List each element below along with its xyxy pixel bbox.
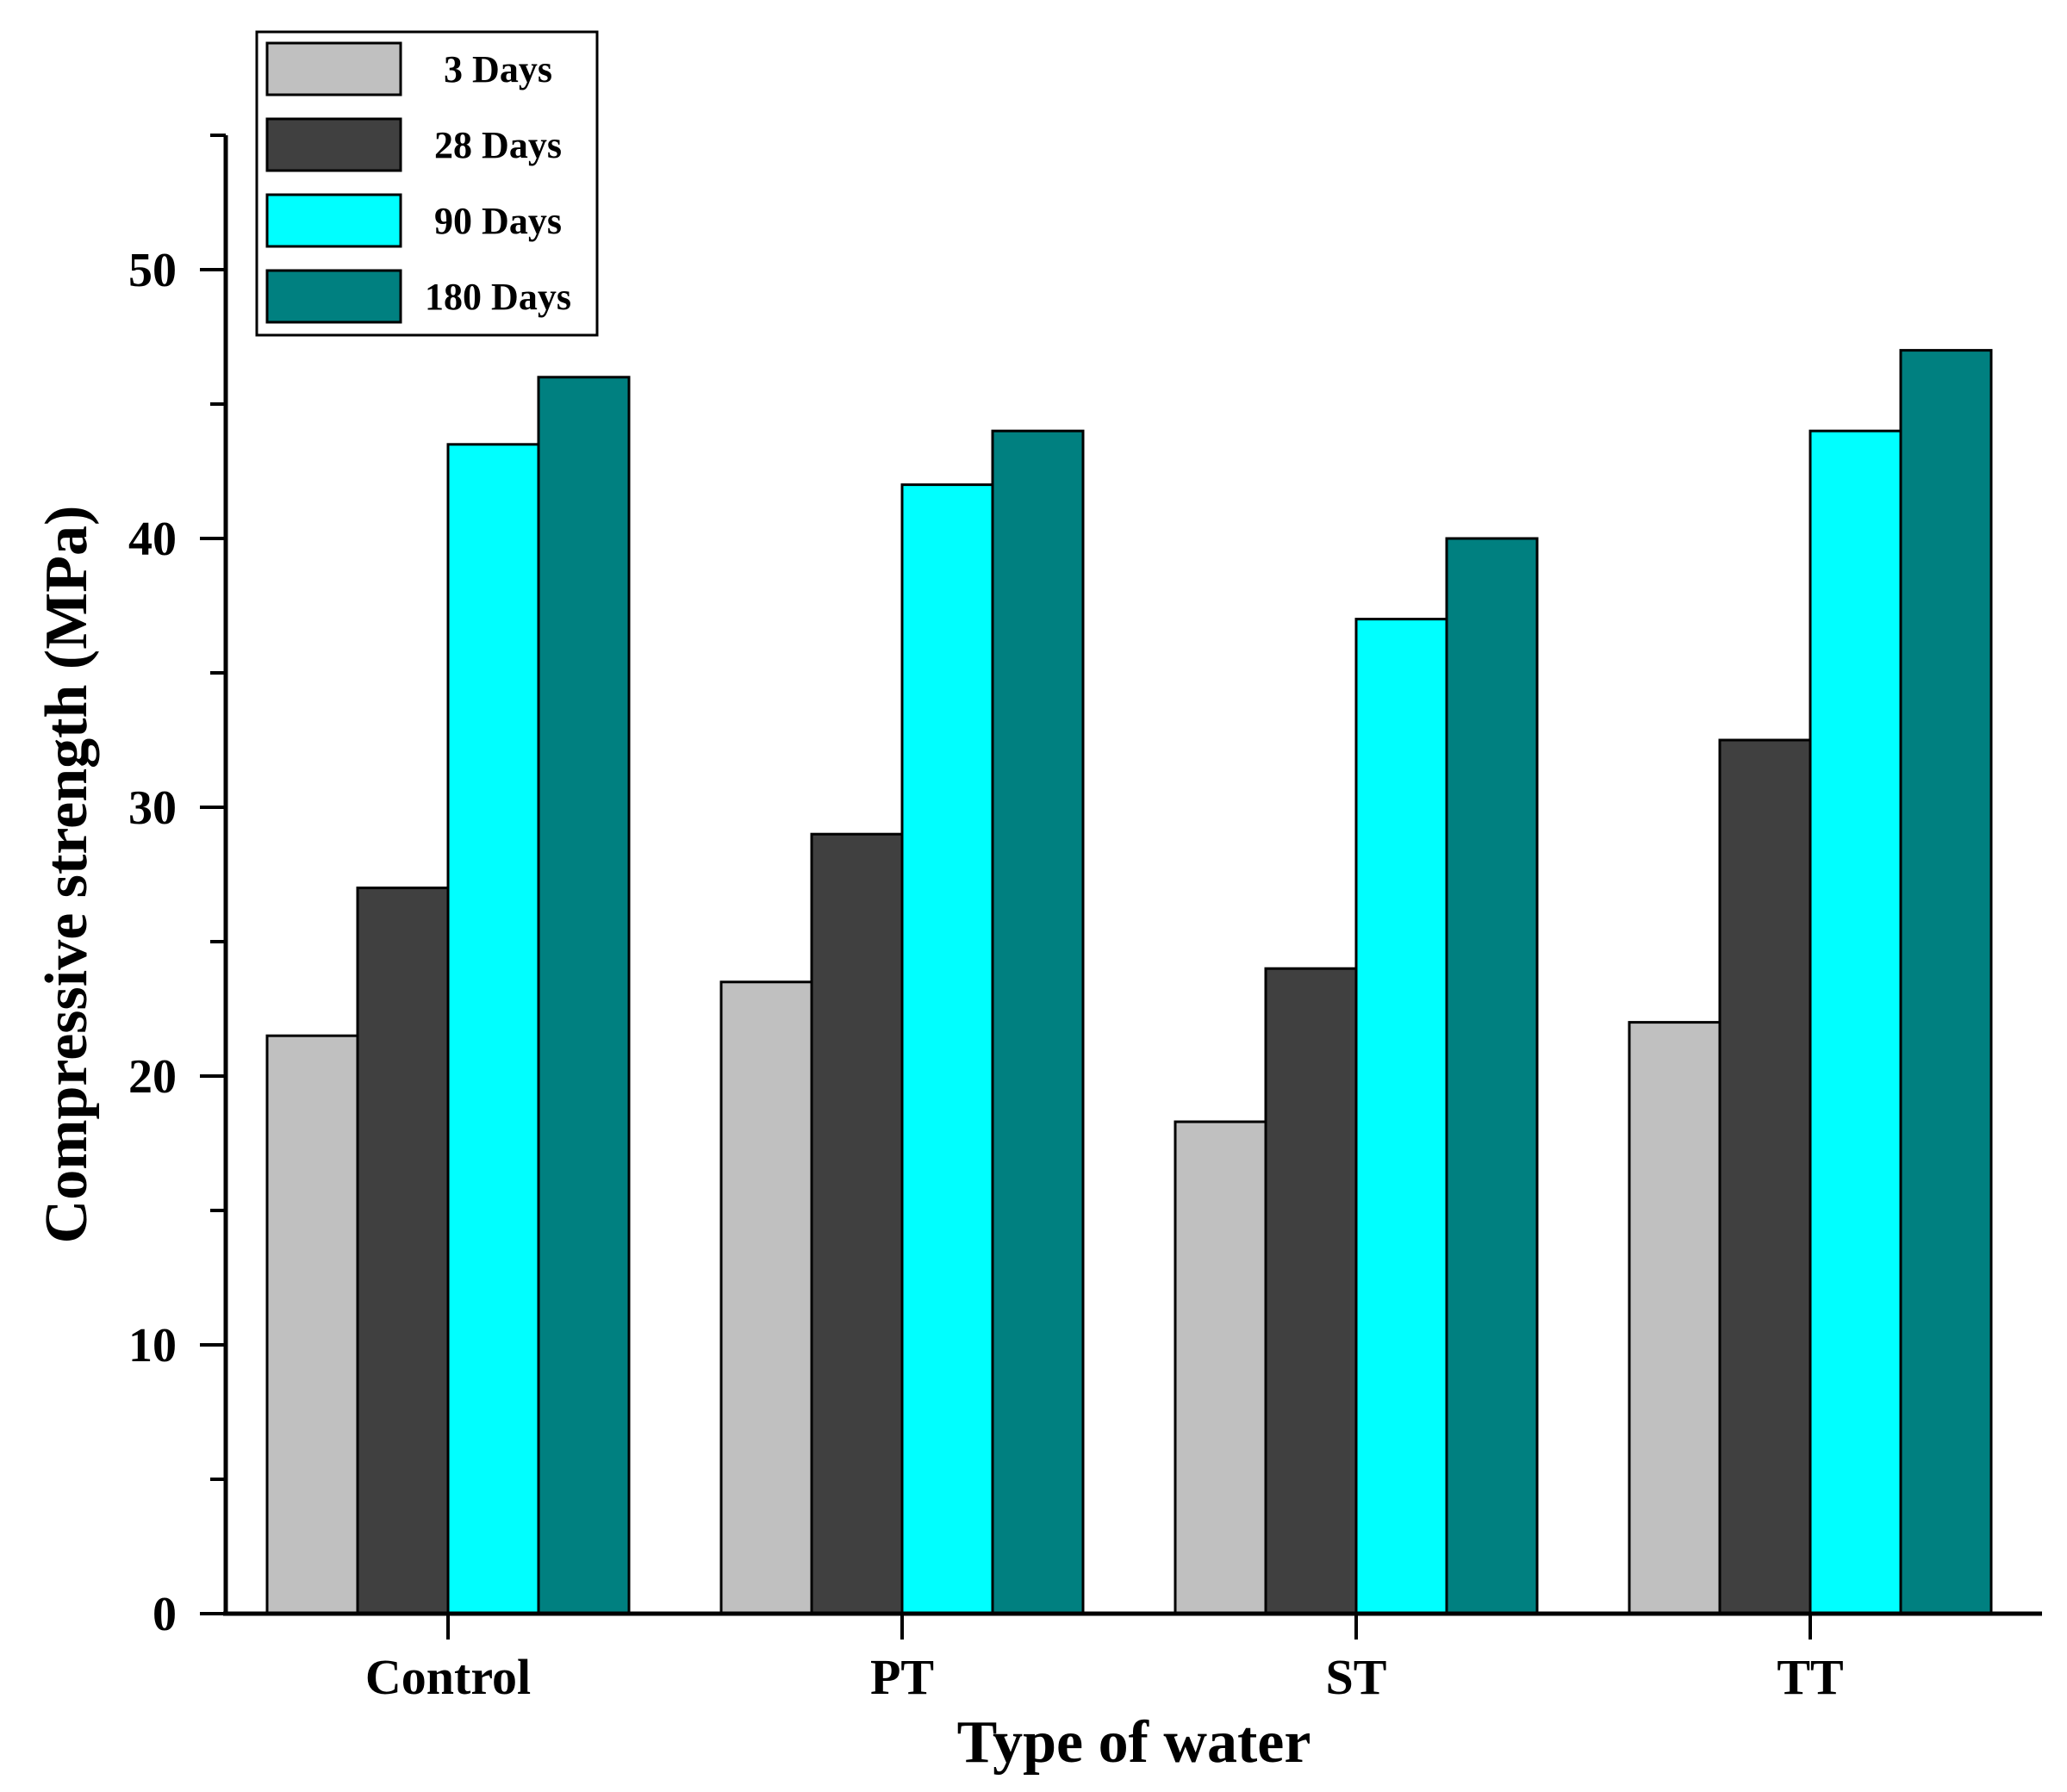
- bar-control-3-days: [265, 1034, 359, 1615]
- y-ticks: 0 10 20 30 40 50: [128, 134, 226, 1641]
- y-tick-label: 20: [128, 1050, 177, 1104]
- bar-pt-90-days: [900, 483, 994, 1615]
- legend: 3 Days 28 Days 90 Days 180 Days: [255, 30, 599, 337]
- bar-tt-180-days: [1899, 349, 1993, 1615]
- bar-st-90-days: [1354, 618, 1448, 1615]
- bar-pt-3-days: [719, 980, 813, 1615]
- bar-control-90-days: [446, 443, 540, 1615]
- y-tick-label: 10: [128, 1319, 177, 1372]
- axes-layer: [223, 135, 2042, 1616]
- bar-control-28-days: [356, 887, 450, 1615]
- bar-pt-180-days: [991, 429, 1085, 1615]
- bar-tt-28-days: [1718, 738, 1812, 1615]
- bar-control-180-days: [537, 376, 631, 1615]
- x-ticks: Control PT ST TT: [365, 1614, 1844, 1705]
- bar-tt-90-days: [1809, 429, 1902, 1615]
- legend-label: 90 Days: [434, 200, 562, 242]
- x-tick-label: Control: [365, 1649, 531, 1705]
- legend-label: 180 Days: [425, 276, 571, 318]
- legend-label: 28 Days: [434, 124, 562, 166]
- legend-swatch: [265, 41, 402, 96]
- x-tick-label: PT: [870, 1649, 934, 1705]
- bar-st-28-days: [1264, 967, 1358, 1615]
- bar-st-3-days: [1174, 1120, 1267, 1615]
- y-axis-title: Compressive strength (MPa): [34, 506, 100, 1244]
- bar-st-180-days: [1445, 537, 1539, 1615]
- legend-swatch: [265, 269, 402, 324]
- legend-label: 3 Days: [444, 48, 552, 90]
- y-tick-label: 0: [153, 1588, 177, 1641]
- bar-pt-28-days: [810, 832, 904, 1615]
- x-tick-label: ST: [1326, 1649, 1387, 1705]
- y-tick-label: 50: [128, 244, 177, 297]
- bar-tt-3-days: [1628, 1021, 1721, 1615]
- y-tick-label: 40: [128, 513, 177, 566]
- legend-swatch: [265, 193, 402, 248]
- legend-swatch: [265, 117, 402, 172]
- x-axis-title: Type of water: [957, 1709, 1311, 1776]
- y-tick-label: 30: [128, 781, 177, 835]
- bars-layer: [265, 349, 1993, 1615]
- x-tick-label: TT: [1777, 1649, 1843, 1705]
